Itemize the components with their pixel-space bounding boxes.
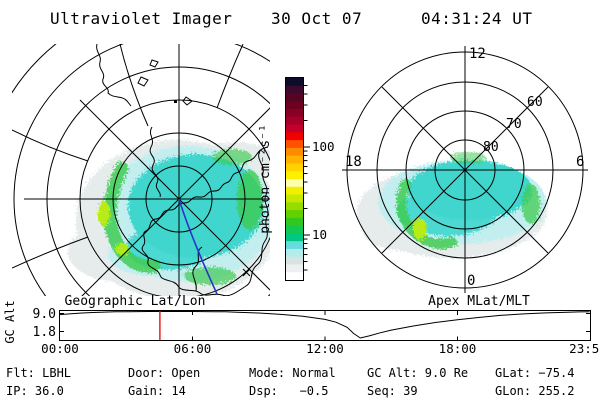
colorbar-swatch: [286, 85, 303, 94]
coastline-south-america: [96, 44, 132, 107]
mlt-spoke: [381, 86, 549, 254]
coastline-island: [137, 76, 149, 87]
left-map-title: Geographic Lat/Lon: [65, 294, 206, 309]
aurora-patch: [522, 184, 540, 224]
colorbar-swatch: [286, 186, 303, 195]
aurora-bright-spot: [413, 218, 427, 240]
xtick-2359: 23:59: [569, 341, 600, 356]
latitude-circle: [13, 44, 270, 296]
mlt-label-6: 6: [576, 154, 584, 170]
colorbar-swatch: [286, 140, 303, 149]
main-graphics: photon cm⁻²s⁻¹ 100 10: [3, 44, 600, 356]
station-marker: [174, 100, 177, 103]
orbit-track: [178, 198, 218, 295]
colorbar-swatch: [286, 264, 303, 273]
status-door: Door: Open: [128, 366, 201, 380]
timeline-ylabel: GC Alt: [3, 300, 17, 343]
header-time: 04:31:24 UT: [421, 9, 533, 28]
colorbar-swatch: [286, 194, 303, 203]
meridian-arc: [216, 44, 244, 109]
colorbar-swatch: [286, 163, 303, 172]
colorbar-tick-label-100: 100: [312, 139, 335, 154]
cross-marker: [242, 268, 251, 277]
mlt-label-0: 0: [467, 273, 475, 289]
geographic-map: [12, 44, 270, 296]
header-date: 30 Oct 07: [271, 9, 363, 28]
status-ip: IP: 36.0: [6, 384, 64, 398]
xtick-0600: 06:00: [174, 341, 212, 356]
coastline-peninsula: [149, 126, 161, 198]
status-seq: Seq: 39: [367, 384, 418, 398]
colorbar-swatch: [286, 147, 303, 157]
colorbar-swatches: [286, 78, 303, 281]
apex-polar-plot: 12 18 6 0 80 70 60: [342, 46, 588, 293]
orbit-timeline: Geographic Lat/Lon Apex MLat/MLT GC Alt …: [3, 294, 600, 356]
status-gain: Gain: 14: [128, 384, 186, 398]
colorbar-tick-label-10: 10: [312, 227, 327, 242]
status-mode: Mode: Normal: [249, 366, 336, 380]
colorbar-swatch: [286, 217, 303, 227]
colorbar-swatch: [286, 256, 303, 265]
aurora-patch: [184, 267, 236, 285]
gc-alt-curve: [59, 311, 590, 339]
ytick-1.8: 1.8: [33, 325, 56, 340]
aurora-patch: [450, 152, 486, 164]
mlt-label-18: 18: [345, 154, 362, 170]
coastlines: [96, 44, 269, 296]
xtick-1200: 12:00: [306, 341, 344, 356]
ytick-9: 9.0: [33, 307, 56, 322]
colorbar-swatch: [286, 116, 303, 126]
colorbar-swatch: [286, 233, 303, 242]
colorbar-ticks: [303, 84, 310, 271]
colorbar-swatch: [286, 248, 303, 258]
status-dsp: Dsp: −0.5: [249, 384, 329, 398]
aurora-bright-spot: [115, 243, 129, 255]
colorbar-swatch: [286, 78, 303, 87]
meridian-arc: [119, 44, 149, 127]
xtick-0000: 00:00: [41, 341, 79, 356]
colorbar-swatch: [286, 179, 303, 188]
xtick-1800: 18:00: [439, 341, 477, 356]
coastline-island: [149, 59, 159, 68]
app-title: Ultraviolet Imager: [50, 9, 233, 28]
colorbar-swatch: [286, 202, 303, 211]
aurora-bright-spot: [98, 201, 110, 227]
colorbar-frame: [285, 77, 304, 281]
colorbar-swatch: [286, 93, 303, 102]
status-gcalt: GC Alt: 9.0 Re: [367, 366, 469, 380]
colorbar-swatch: [286, 225, 303, 234]
colorbar-swatch: [286, 132, 303, 141]
colorbar-swatch: [286, 124, 303, 133]
mlat-ring-label-80: 80: [483, 140, 499, 155]
coastline-antarctica: [141, 146, 269, 296]
aurora-left: [68, 140, 270, 296]
colorbar-swatch: [286, 101, 303, 110]
colorbar-swatch: [286, 155, 303, 164]
meridian-arc: [12, 236, 89, 269]
aurora-patch: [212, 149, 252, 165]
colorbar-label: photon cm⁻²s⁻¹: [258, 124, 273, 234]
timeline-ticks: [60, 311, 590, 341]
aurora-right: [357, 152, 547, 258]
mlat-mlt-grid: [342, 46, 588, 293]
colorbar-swatch: [286, 109, 303, 118]
right-map-title: Apex MLat/MLT: [428, 294, 530, 309]
colorbar-swatch: [286, 241, 303, 250]
coastline-island: [182, 96, 193, 106]
mlt-label-12: 12: [469, 46, 486, 62]
colorbar-swatch: [286, 210, 303, 219]
colorbar-swatch: [286, 171, 303, 180]
mlat-ring-label-60: 60: [527, 95, 543, 110]
colorbar: photon cm⁻²s⁻¹ 100 10: [258, 77, 335, 281]
status-flt: Flt: LBHL: [6, 366, 72, 380]
status-glon: GLon: 255.2: [495, 384, 575, 398]
meridian-arc: [12, 129, 89, 162]
mlat-ring-label-70: 70: [506, 117, 522, 132]
status-glat: GLat: −75.4: [495, 366, 575, 380]
colorbar-swatch: [286, 272, 303, 281]
aurora-patch: [126, 226, 210, 270]
